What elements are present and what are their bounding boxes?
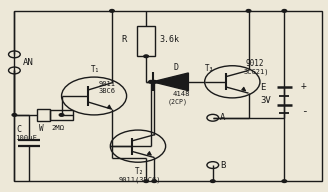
- Text: 3CG21): 3CG21): [244, 68, 269, 75]
- Text: T₃: T₃: [205, 64, 214, 73]
- Text: (2CP): (2CP): [167, 98, 187, 105]
- Text: C: C: [16, 125, 21, 134]
- Circle shape: [12, 114, 17, 116]
- Circle shape: [152, 80, 156, 83]
- Text: 2MΩ: 2MΩ: [51, 125, 65, 131]
- Bar: [36, 109, 50, 121]
- Text: 3V: 3V: [260, 96, 271, 105]
- Text: B: B: [220, 161, 225, 170]
- Text: AN: AN: [23, 58, 33, 67]
- Circle shape: [110, 10, 114, 12]
- Text: 100μF: 100μF: [15, 135, 37, 141]
- Bar: [50, 110, 73, 120]
- Circle shape: [149, 80, 153, 83]
- Text: T₁: T₁: [91, 65, 100, 74]
- Text: 9012: 9012: [245, 59, 264, 68]
- Text: 3BC6: 3BC6: [99, 88, 116, 94]
- Text: T₂: T₂: [135, 167, 144, 176]
- Text: E: E: [260, 84, 265, 93]
- Circle shape: [282, 180, 287, 182]
- Text: 9011(3DC6): 9011(3DC6): [118, 176, 161, 183]
- Text: W: W: [39, 124, 44, 133]
- Text: 9011: 9011: [99, 81, 116, 87]
- Text: +: +: [300, 81, 306, 91]
- Text: 4148: 4148: [172, 91, 190, 97]
- Bar: [137, 26, 155, 56]
- Text: A: A: [220, 113, 225, 122]
- Text: -: -: [300, 106, 307, 116]
- Circle shape: [246, 10, 251, 12]
- Circle shape: [282, 10, 287, 12]
- Circle shape: [59, 114, 64, 116]
- Circle shape: [152, 180, 156, 182]
- Text: R: R: [122, 35, 127, 44]
- Text: 3.6k: 3.6k: [159, 35, 179, 44]
- Circle shape: [211, 180, 215, 182]
- Text: D: D: [174, 63, 179, 72]
- Polygon shape: [153, 73, 188, 91]
- Circle shape: [144, 55, 148, 58]
- Circle shape: [144, 180, 148, 182]
